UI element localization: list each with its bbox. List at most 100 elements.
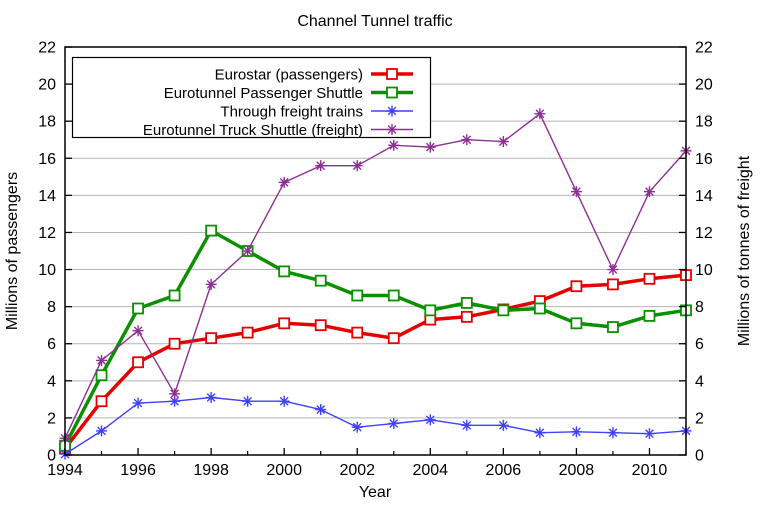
asterisk-marker — [278, 395, 290, 407]
y-right-tick-label: 4 — [695, 373, 704, 390]
y-left-tick-label: 8 — [47, 299, 56, 316]
asterisk-center — [209, 282, 213, 287]
y-right-tick-label: 0 — [695, 448, 704, 465]
series-line — [63, 273, 687, 450]
square-marker — [497, 304, 510, 317]
y-right-tick-label: 18 — [695, 114, 713, 131]
square-marker — [314, 274, 327, 287]
asterisk-center — [392, 421, 396, 426]
asterisk-center — [319, 163, 323, 168]
asterisk-marker — [315, 404, 327, 416]
square-marker — [424, 304, 437, 317]
asterisk-marker — [205, 278, 217, 290]
asterisk-center — [574, 189, 579, 194]
square-marker — [132, 356, 144, 369]
square-marker — [314, 319, 327, 332]
asterisk-center — [465, 138, 469, 142]
square-marker — [278, 317, 291, 330]
square-marker — [132, 302, 144, 315]
y-right-tick-label: 16 — [695, 151, 713, 168]
asterisk-center — [136, 401, 140, 405]
series-line — [63, 228, 687, 447]
asterisk-center — [319, 407, 323, 412]
y-right-tick-label: 14 — [695, 188, 713, 205]
asterisk-center — [245, 399, 250, 403]
square-marker — [643, 272, 656, 285]
asterisk-marker — [96, 354, 108, 366]
square-marker — [643, 310, 656, 322]
y-left-tick-label: 18 — [38, 114, 56, 131]
asterisk-marker — [169, 388, 181, 400]
square-marker — [387, 289, 400, 302]
series-through-freight-trains — [59, 392, 692, 460]
legend-label: Eurostar (passengers) — [215, 67, 363, 84]
square-marker — [607, 278, 619, 291]
asterisk-center — [574, 430, 579, 434]
y-right-tick-label: 2 — [695, 410, 704, 427]
asterisk-center — [647, 431, 652, 436]
asterisk-center — [465, 423, 469, 428]
asterisk-marker — [534, 427, 546, 439]
asterisk-marker — [497, 136, 509, 148]
asterisk-marker — [643, 428, 655, 440]
asterisk-center — [172, 392, 177, 396]
square-marker — [386, 68, 398, 80]
square-marker — [351, 326, 364, 339]
x-tick-label: 2010 — [632, 462, 668, 479]
y-right-tick-label: 6 — [695, 336, 704, 353]
legend-entry: Through freight trains — [220, 104, 413, 121]
y-right-tick-label: 20 — [695, 77, 713, 94]
square-marker — [387, 332, 400, 345]
square-marker — [607, 321, 619, 333]
y-left-tick-label: 16 — [38, 151, 56, 168]
y-axis-right-label: Millions of tonnes of freight — [736, 155, 753, 346]
x-tick-label: 1996 — [120, 462, 156, 479]
asterisk-marker — [643, 186, 655, 198]
legend-entry: Eurostar (passengers) — [215, 67, 413, 84]
asterisk-marker — [351, 421, 363, 433]
asterisk-marker — [424, 414, 436, 426]
asterisk-center — [647, 189, 652, 194]
asterisk-center — [390, 109, 394, 113]
asterisk-marker — [570, 426, 582, 438]
square-marker — [351, 289, 364, 302]
square-marker — [205, 332, 218, 345]
asterisk-marker — [242, 245, 254, 257]
legend-label: Eurotunnel Truck Shuttle (freight) — [143, 122, 363, 139]
asterisk-center — [282, 399, 286, 403]
square-marker — [241, 326, 254, 339]
x-axis-label: Year — [359, 484, 392, 501]
asterisk-center — [245, 249, 250, 253]
y-axis-left-label: Millions of passengers — [4, 172, 21, 330]
square-marker — [168, 337, 181, 350]
series-eurotunnel-passenger-shuttle — [59, 224, 692, 452]
asterisk-center — [390, 127, 394, 132]
asterisk-marker — [461, 419, 473, 431]
asterisk-marker — [534, 108, 546, 120]
asterisk-center — [136, 329, 140, 333]
y-left-tick-label: 22 — [38, 40, 56, 57]
y-right-tick-label: 22 — [695, 40, 713, 57]
legend-box — [71, 56, 432, 139]
asterisk-marker — [96, 425, 108, 437]
asterisk-marker — [607, 427, 619, 439]
x-tick-label: 2002 — [339, 462, 375, 479]
legend-label: Through freight trains — [220, 104, 363, 121]
asterisk-marker — [242, 395, 254, 407]
asterisk-center — [209, 395, 213, 400]
square-marker — [95, 395, 108, 408]
asterisk-center — [428, 145, 432, 149]
legend-label: Eurotunnel Passenger Shuttle — [164, 85, 363, 102]
x-tick-label: 2006 — [486, 462, 522, 479]
legend-entry: Eurotunnel Passenger Shuttle — [164, 85, 413, 102]
asterisk-marker — [205, 392, 217, 404]
asterisk-center — [611, 431, 615, 435]
x-tick-label: 1994 — [47, 462, 83, 479]
square-marker — [95, 369, 108, 382]
y-left-tick-label: 14 — [38, 188, 56, 205]
asterisk-marker — [351, 160, 363, 172]
series-layer — [59, 108, 692, 460]
asterisk-marker — [315, 160, 327, 172]
